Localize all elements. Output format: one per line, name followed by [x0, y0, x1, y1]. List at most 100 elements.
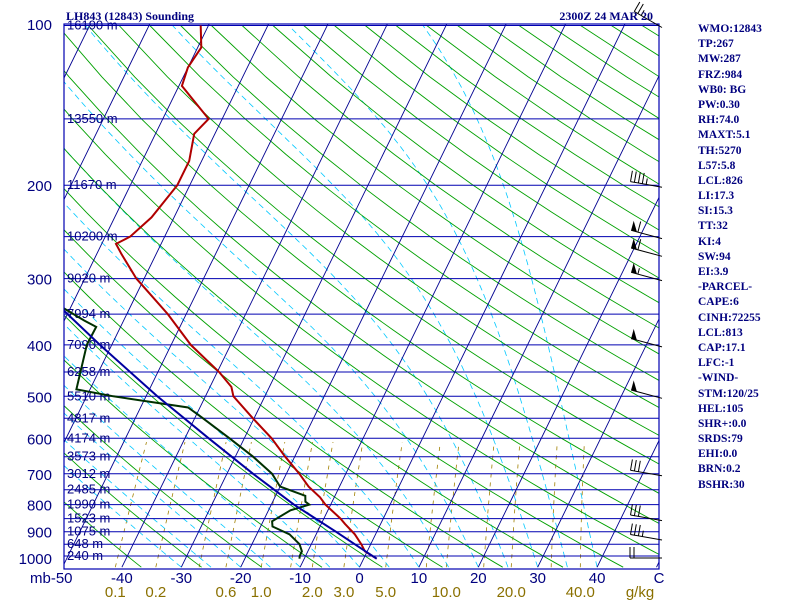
isotherm: [64, 24, 210, 323]
index-line: KI:4: [698, 235, 721, 248]
temperature-tick-label: -30: [170, 570, 192, 587]
wind-barb: [630, 459, 663, 477]
mixing-ratio-unit: g/kg: [626, 584, 654, 600]
moist-adiabat: [64, 439, 212, 568]
wind-barb-staff: [630, 469, 663, 477]
dry-adiabat: [118, 25, 659, 436]
isotherm: [64, 24, 329, 566]
pressure-tick-label: 1000: [19, 551, 52, 568]
moist-adiabat: [64, 248, 390, 568]
wind-barb-feather: [637, 239, 642, 251]
wind-barb: [630, 504, 663, 522]
dry-adiabat: [64, 147, 624, 568]
wind-barb-pennant: [631, 380, 637, 392]
mixing-ratio-line: [425, 442, 441, 568]
wind-barb-pennant: [631, 328, 637, 341]
temperature-tick-label: 10: [411, 570, 428, 587]
height-label: 16190 m: [67, 18, 118, 33]
index-line: WB0: BG: [698, 83, 747, 96]
dry-adiabat: [180, 25, 659, 381]
index-line: LCL:813: [698, 326, 743, 339]
wind-barb: [630, 523, 663, 541]
wind-barb: [630, 328, 663, 348]
isotherm: [64, 24, 151, 201]
mixing-ratio-line: [155, 442, 186, 568]
dry-adiabat: [64, 69, 659, 524]
height-label: 7090 m: [67, 337, 110, 352]
wind-barb-half-feather: [637, 268, 640, 275]
isotherm: [64, 24, 270, 444]
temperature-line: [114, 25, 378, 560]
temperature-tick-label: 0: [355, 570, 363, 587]
index-line: L57:5.8: [698, 159, 736, 172]
wind-barb: [630, 380, 663, 399]
pressure-tick-label: 600: [27, 431, 52, 448]
parcel-path-line: [64, 309, 378, 560]
dry-adiabat: [64, 452, 202, 568]
wind-barb-pennant: [631, 220, 637, 232]
isotherm: [299, 24, 567, 568]
index-line: LFC:-1: [698, 357, 735, 370]
wind-barb: [630, 220, 663, 240]
wind-barb-staff: [630, 514, 663, 522]
wind-barb-feather: [637, 524, 641, 536]
wind-barb-half-feather: [640, 10, 645, 16]
wind-barb-feather: [637, 3, 644, 14]
index-line: MW:287: [698, 53, 741, 66]
index-line: -WIND-: [698, 372, 739, 385]
temperature-tick-label: -10: [289, 570, 311, 587]
sounding-title: LH843 (12843) Sounding: [66, 9, 194, 23]
mixing-ratio-label: 0.1: [105, 584, 126, 600]
height-label: 648 m: [67, 536, 103, 551]
mixing-ratio-label: 1.0: [251, 584, 272, 600]
mixing-ratio-line: [311, 442, 334, 568]
wind-barb-half-feather: [645, 178, 648, 185]
wind-barb-feather: [630, 459, 633, 471]
pressure-tick-label: 900: [27, 525, 52, 542]
temperature-unit-label: C: [654, 570, 665, 587]
plot-frame: [63, 23, 660, 570]
dry-adiabat: [334, 25, 659, 255]
mixing-ratio-line: [385, 442, 403, 568]
index-line: BSHR:30: [698, 478, 745, 491]
mixing-ratio-line: [114, 442, 147, 568]
mixing-ratio-line: [290, 442, 313, 568]
dry-adiabat: [272, 25, 659, 304]
dry-adiabat: [64, 501, 142, 568]
wind-barb-feather: [637, 221, 642, 233]
isotherm: [418, 74, 659, 568]
height-label: 3012 m: [67, 466, 110, 481]
wind-barb: [633, 1, 663, 28]
wind-barb-pennant: [631, 238, 637, 250]
mixing-ratio-label: 3.0: [333, 584, 354, 600]
index-line: EI:3.9: [698, 266, 729, 278]
mixing-ratio-label: 0.6: [215, 584, 236, 600]
isotherm: [596, 439, 659, 568]
isotherm: [180, 24, 448, 568]
dry-adiabat: [87, 25, 659, 465]
index-line: CAP:17.1: [698, 341, 746, 354]
wind-barb-pennant: [631, 262, 637, 274]
index-line: LCL:826: [698, 174, 743, 187]
wind-barb: [630, 262, 663, 282]
wind-barb-feather: [633, 460, 637, 472]
stability-indices-panel: WMO:12843 TP:267 MW:287 FRZ:984 WB0: BG PW:0.…: [698, 22, 798, 493]
wind-barb-half-feather: [641, 530, 644, 537]
dry-adiabat: [241, 25, 659, 329]
index-line: HEL:105: [698, 402, 744, 415]
dry-adiabat: [64, 32, 659, 494]
wind-barb-feather: [637, 172, 641, 184]
pressure-tick-label: 300: [27, 272, 52, 289]
index-line: -PARCEL-: [698, 281, 753, 294]
temperature-tick-label: 30: [529, 570, 546, 587]
index-line: TP:267: [698, 38, 734, 51]
pressure-tick-label: 200: [27, 178, 52, 195]
mixing-ratio-line: [198, 442, 227, 568]
moist-adiabat: [64, 323, 331, 568]
wind-barb: [630, 170, 663, 188]
index-line: MAXT:5.1: [698, 129, 751, 142]
index-line: TH:5270: [698, 144, 742, 157]
isotherm: [477, 196, 659, 568]
mixing-ratio-label: 40.0: [566, 584, 595, 600]
